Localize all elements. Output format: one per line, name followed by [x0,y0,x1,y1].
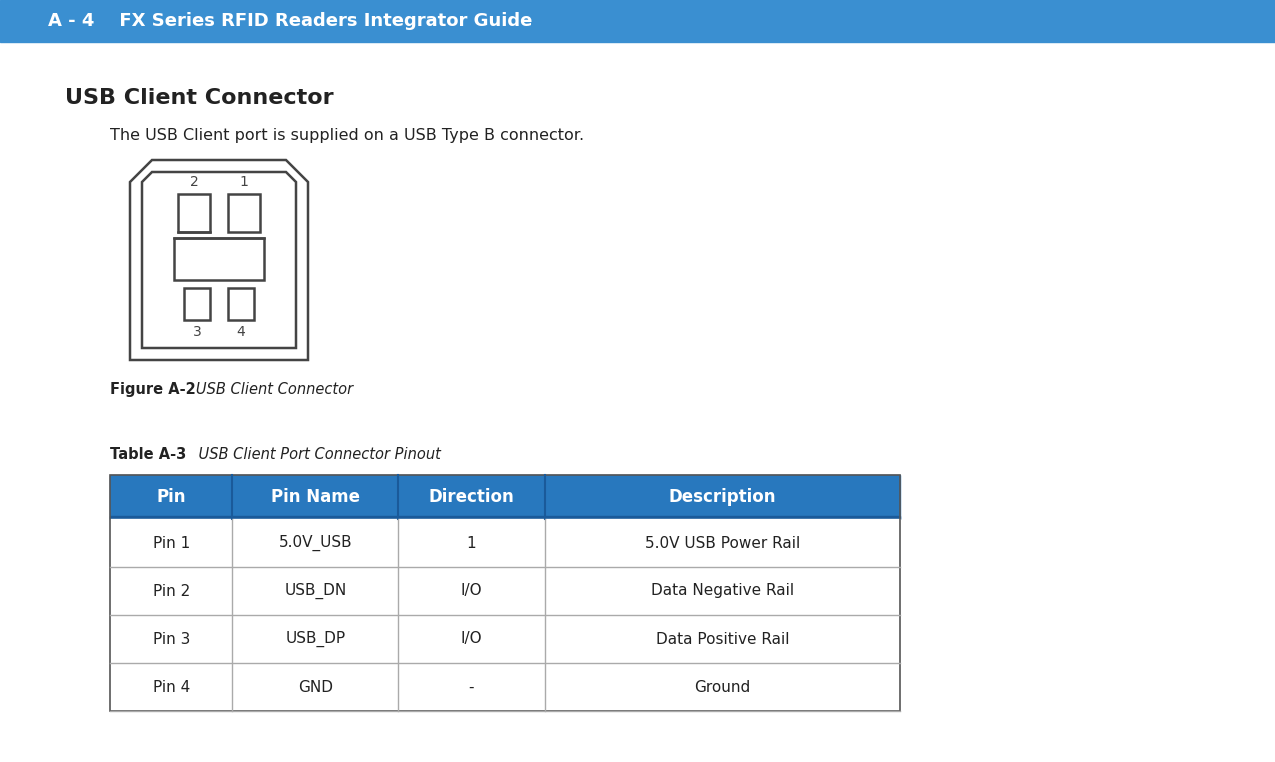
Text: 2: 2 [190,175,199,189]
Text: Pin 3: Pin 3 [153,632,190,646]
Bar [110,663,900,711]
Text: GND: GND [298,680,333,694]
Text: The USB Client port is supplied on a USB Type B connector.: The USB Client port is supplied on a USB… [110,128,584,143]
Text: USB_DN: USB_DN [284,583,347,599]
Text: 1: 1 [467,536,477,550]
Text: Description: Description [668,488,776,506]
Text: Data Positive Rail: Data Positive Rail [655,632,789,646]
Text: USB_DP: USB_DP [286,631,346,647]
Bar [110,475,900,711]
Text: I/O: I/O [460,632,482,646]
Text: Pin 2: Pin 2 [153,584,190,598]
Text: USB Client Port Connector Pinout: USB Client Port Connector Pinout [180,447,441,462]
Bar [179,194,210,232]
Text: A - 4    FX Series RFID Readers Integrator Guide: A - 4 FX Series RFID Readers Integrator … [48,12,533,30]
Text: Ground: Ground [694,680,751,694]
Bar [110,615,900,663]
Text: Direction: Direction [428,488,514,506]
Text: 5.0V USB Power Rail: 5.0V USB Power Rail [645,536,799,550]
Bar [0,0,1275,42]
Text: USB Client Connector: USB Client Connector [182,382,353,397]
Bar [110,516,900,519]
Bar [228,288,254,320]
Text: Pin Name: Pin Name [270,488,360,506]
Text: I/O: I/O [460,584,482,598]
Text: Pin 4: Pin 4 [153,680,190,694]
Text: 4: 4 [237,325,245,339]
Bar [110,475,900,519]
Text: USB Client Connector: USB Client Connector [65,88,334,108]
Text: Table A-3: Table A-3 [110,447,186,462]
Text: Figure A-2: Figure A-2 [110,382,196,397]
Text: Pin 1: Pin 1 [153,536,190,550]
Text: -: - [469,680,474,694]
Bar [184,288,210,320]
Text: 1: 1 [240,175,249,189]
Bar [228,194,260,232]
Bar [110,519,900,567]
Text: Pin: Pin [157,488,186,506]
Text: 5.0V_USB: 5.0V_USB [278,535,352,551]
Bar [173,238,264,280]
Text: 3: 3 [193,325,201,339]
Text: Data Negative Rail: Data Negative Rail [650,584,794,598]
Bar [110,567,900,615]
